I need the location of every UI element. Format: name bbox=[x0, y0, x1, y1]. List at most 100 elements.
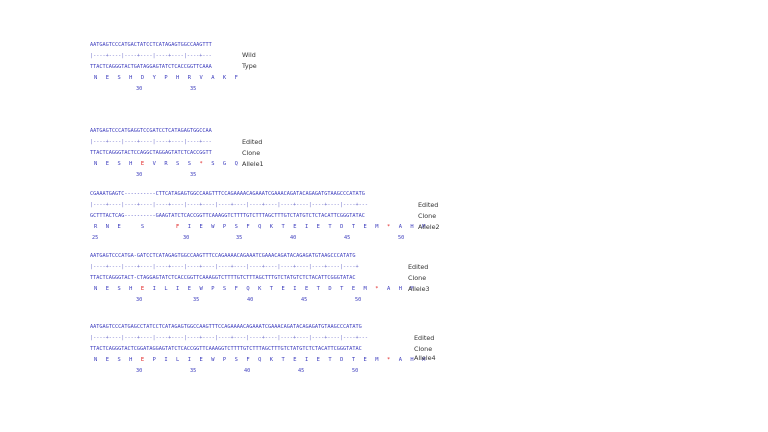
amino-acid-residue: E bbox=[105, 286, 112, 292]
amino-acid-residue: H bbox=[410, 224, 417, 230]
amino-acid-residue: N bbox=[94, 75, 100, 81]
position-number: 30 bbox=[136, 297, 143, 303]
position-number: 30 bbox=[136, 368, 143, 374]
amino-acid-residue: E bbox=[363, 224, 370, 230]
top-strand-sequence: AATGAGTCCCATGAGCCTATCCTCATAGAGTGGCCAAGTT… bbox=[90, 324, 362, 330]
amino-acid-residue: T bbox=[281, 224, 288, 230]
amino-acid-residue: S bbox=[187, 161, 194, 167]
amino-acid-residue: H bbox=[129, 161, 136, 167]
top-strand-sequence: CGAAATGAGTC----------CTTCATAGAGTGGCCAAGT… bbox=[90, 191, 365, 197]
sample-label: Clone bbox=[408, 274, 427, 282]
amino-acid-residue: I bbox=[164, 357, 171, 363]
amino-acid-residue: I bbox=[304, 357, 311, 363]
amino-acid-residue: E bbox=[281, 286, 288, 292]
amino-acid-residue: K bbox=[258, 286, 264, 292]
amino-acid-residue: P bbox=[211, 286, 218, 292]
amino-acid-residue: R bbox=[187, 75, 194, 81]
bottom-strand-sequence: GCTTTACTCAG----------GAAGTATCTCACCGGTTCA… bbox=[90, 213, 365, 219]
amino-acid-residue: E bbox=[105, 161, 112, 167]
amino-acid-residue: S bbox=[117, 161, 124, 167]
position-number: 30 bbox=[136, 172, 143, 178]
amino-acid-residue: * bbox=[199, 161, 206, 167]
amino-acid-translation: N E S H D Y P H R V A K F bbox=[94, 75, 240, 81]
amino-acid-residue: * bbox=[386, 357, 393, 363]
amino-acid-residue: M bbox=[410, 286, 417, 292]
top-strand-sequence: AATGAGTCCCATGACTATCCTCATAGAGTGGCCAAGTTT bbox=[90, 42, 212, 48]
amino-acid-residue: E bbox=[199, 224, 206, 230]
amino-acid-residue: E bbox=[351, 286, 358, 292]
amino-acid-residue: E bbox=[316, 224, 323, 230]
position-number: 30 bbox=[136, 86, 143, 92]
position-ruler: |----+----|----+----|----+----|----+----… bbox=[90, 335, 368, 341]
amino-acid-residue: W bbox=[211, 357, 218, 363]
amino-acid-translation: R N E S F I E W P S F Q K T E I E T D T … bbox=[94, 224, 428, 230]
amino-acid-residue: H bbox=[398, 286, 405, 292]
amino-acid-residue: S bbox=[234, 357, 241, 363]
position-number: 25 bbox=[92, 235, 99, 241]
amino-acid-residue: E bbox=[105, 357, 112, 363]
amino-acid-residue: A bbox=[398, 224, 405, 230]
sample-label: Clone bbox=[242, 149, 261, 157]
amino-acid-residue: E bbox=[117, 224, 124, 230]
sample-label: Clone bbox=[418, 212, 437, 220]
amino-acid-residue: S bbox=[117, 357, 124, 363]
amino-acid-residue: F bbox=[234, 286, 241, 292]
amino-acid-residue: D bbox=[340, 357, 346, 363]
amino-acid-residue: S bbox=[140, 224, 147, 230]
amino-acid-residue: A bbox=[386, 286, 393, 292]
sample-label: Wild bbox=[242, 51, 256, 59]
amino-acid-residue bbox=[153, 224, 159, 230]
amino-acid-residue: K bbox=[269, 224, 276, 230]
amino-acid-residue: W bbox=[211, 224, 218, 230]
top-strand-sequence: AATGAGTCCCATGAGGTCCGATCCTCATAGAGTGGCCAA bbox=[90, 128, 212, 134]
sample-label: Edited bbox=[408, 263, 429, 271]
amino-acid-residue: K bbox=[269, 357, 276, 363]
amino-acid-residue: D bbox=[140, 75, 147, 81]
amino-acid-residue bbox=[164, 224, 170, 230]
bottom-strand-sequence: TTACTCAGGGTACT-CTAGGAGTATCTCACCGGTTCAAAG… bbox=[90, 275, 356, 281]
amino-acid-residue: I bbox=[152, 286, 159, 292]
position-ruler: |----+----|----+----|----+----|----+--- bbox=[90, 139, 212, 145]
amino-acid-residue: M bbox=[375, 224, 382, 230]
amino-acid-residue: D bbox=[328, 286, 335, 292]
amino-acid-residue: F bbox=[176, 224, 182, 230]
amino-acid-residue: I bbox=[293, 286, 300, 292]
amino-acid-residue: P bbox=[152, 357, 159, 363]
amino-acid-residue: E bbox=[316, 357, 323, 363]
amino-acid-residue: E bbox=[293, 357, 300, 363]
amino-acid-residue: S bbox=[222, 286, 229, 292]
amino-acid-residue: P bbox=[222, 357, 229, 363]
allele-label: Allele3 bbox=[408, 285, 430, 293]
amino-acid-residue: N bbox=[94, 286, 100, 292]
amino-acid-residue: A bbox=[398, 357, 405, 363]
amino-acid-residue: S bbox=[211, 161, 218, 167]
amino-acid-residue: E bbox=[304, 286, 311, 292]
amino-acid-residue: * bbox=[386, 224, 393, 230]
amino-acid-residue: T bbox=[351, 357, 358, 363]
position-number: 45 bbox=[298, 368, 305, 374]
amino-acid-residue bbox=[129, 224, 135, 230]
amino-acid-residue: E bbox=[140, 357, 147, 363]
amino-acid-residue: N bbox=[94, 161, 100, 167]
position-number: 35 bbox=[190, 172, 197, 178]
amino-acid-residue: M bbox=[422, 357, 428, 363]
position-number: 35 bbox=[236, 235, 243, 241]
amino-acid-residue: T bbox=[269, 286, 276, 292]
bottom-strand-sequence: TTACTCAGGGTACTCCAGGCTAGGAGTATCTCACCGGTT bbox=[90, 150, 212, 156]
amino-acid-residue: S bbox=[176, 161, 182, 167]
amino-acid-residue: I bbox=[304, 224, 311, 230]
amino-acid-residue: Q bbox=[258, 357, 264, 363]
position-number: 50 bbox=[355, 297, 362, 303]
amino-acid-residue: V bbox=[152, 161, 159, 167]
amino-acid-translation: N E S H E V R S S * S G Q bbox=[94, 161, 240, 167]
amino-acid-residue: P bbox=[164, 75, 171, 81]
position-number: 45 bbox=[344, 235, 351, 241]
bottom-strand-sequence: TTACTCAGGGTACTGATAGGAGTATCTCACCGGTTCAAA bbox=[90, 64, 212, 70]
amino-acid-residue: D bbox=[340, 224, 346, 230]
amino-acid-residue: R bbox=[164, 161, 171, 167]
amino-acid-residue: M bbox=[363, 286, 370, 292]
position-number: 50 bbox=[398, 235, 405, 241]
amino-acid-residue: I bbox=[187, 224, 194, 230]
position-number: 40 bbox=[290, 235, 297, 241]
amino-acid-residue: S bbox=[234, 224, 241, 230]
